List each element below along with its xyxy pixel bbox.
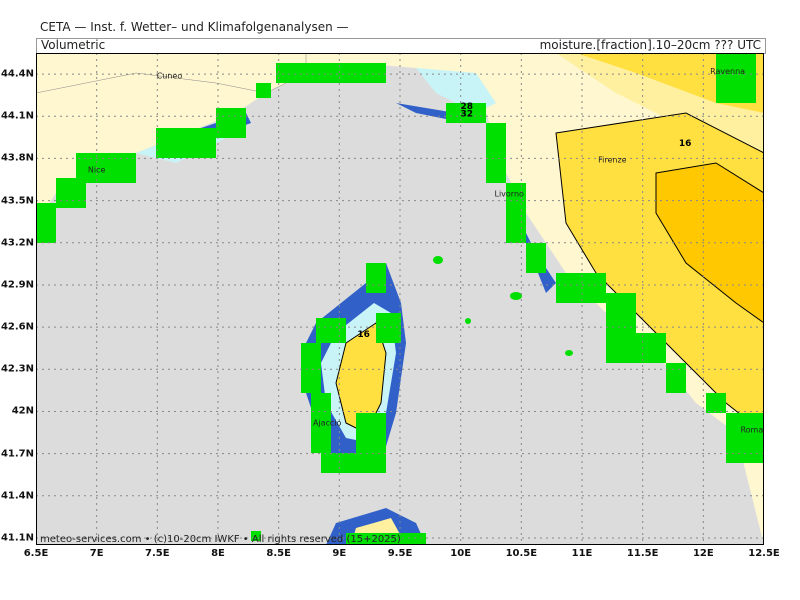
- moisture-map: Cuneo Ravenna Nice Firenze Livorno Ajaccio Rom…: [36, 53, 764, 545]
- city-layer: Cuneo Ravenna Nice Firenze Livorno Ajaccio Rom…: [88, 67, 763, 434]
- island-elba: [510, 292, 522, 300]
- contour-label: 16: [357, 330, 370, 340]
- lat-tick-label: 42N: [11, 405, 34, 417]
- city-label: Ravenna: [710, 67, 745, 76]
- lat-tick-label: 42.6N: [0, 321, 34, 333]
- lat-tick-label: 43.8N: [0, 152, 34, 164]
- lon-tick-label: 8.5E: [266, 548, 291, 559]
- lat-tick-label: 41.4N: [0, 490, 34, 502]
- lon-tick-label: 10E: [450, 548, 472, 559]
- island-capraia: [433, 256, 443, 264]
- header-bar: Volumetric moisture.[fraction].10–20cm ?…: [36, 38, 766, 54]
- grid: [36, 53, 764, 545]
- city-label: Cuneo: [157, 71, 183, 80]
- lat-tick-label: 41.1N: [0, 532, 34, 544]
- island-giglio: [565, 350, 573, 356]
- lon-tick-label: 7E: [89, 548, 104, 559]
- city-label: Livorno: [494, 189, 524, 198]
- island-small: [465, 318, 471, 324]
- field-label: moisture.[fraction].10–20cm ??? UTC: [539, 38, 761, 52]
- coastal-mask: [36, 53, 764, 463]
- lon-tick-label: 9.5E: [387, 548, 413, 559]
- contour-label: 32: [460, 109, 473, 119]
- city-label: Firenze: [598, 156, 627, 165]
- lat-tick-label: 44.1N: [0, 110, 34, 122]
- lat-tick-label: 43.5N: [0, 195, 34, 207]
- map-frame: [36, 53, 764, 545]
- lon-tick-label: 12E: [692, 548, 714, 559]
- lon-tick-label: 10.5E: [505, 548, 538, 559]
- lon-tick-label: 11.5E: [626, 548, 659, 559]
- lat-tick-label: 42.9N: [0, 279, 34, 291]
- lon-tick-label: 6.5E: [23, 548, 49, 559]
- contour-label: 16: [679, 139, 692, 149]
- lat-tick-label: 44.4N: [0, 68, 34, 80]
- city-label: Nice: [88, 165, 106, 174]
- institute-title: CETA — Inst. f. Wetter– und Klimafolgena…: [40, 20, 349, 34]
- city-label: Ajaccio: [313, 419, 342, 428]
- contour-label: 28: [460, 102, 473, 112]
- product-label: Volumetric: [41, 38, 106, 52]
- lat-tick-label: 42.3N: [0, 363, 34, 375]
- credit-text: meteo-services.com • (c)10-20cm IWKF • A…: [40, 534, 401, 545]
- lon-tick-label: 9E: [332, 548, 347, 559]
- lon-tick-label: 7.5E: [145, 548, 170, 559]
- lon-tick-label: 8E: [211, 548, 225, 559]
- lat-tick-label: 43.2N: [0, 237, 34, 249]
- city-label: Roma: [740, 426, 763, 435]
- island-mask: [251, 263, 426, 545]
- lat-tick-label: 41.7N: [0, 448, 34, 460]
- lon-tick-label: 12.5E: [748, 548, 780, 559]
- lon-tick-label: 11E: [571, 548, 593, 559]
